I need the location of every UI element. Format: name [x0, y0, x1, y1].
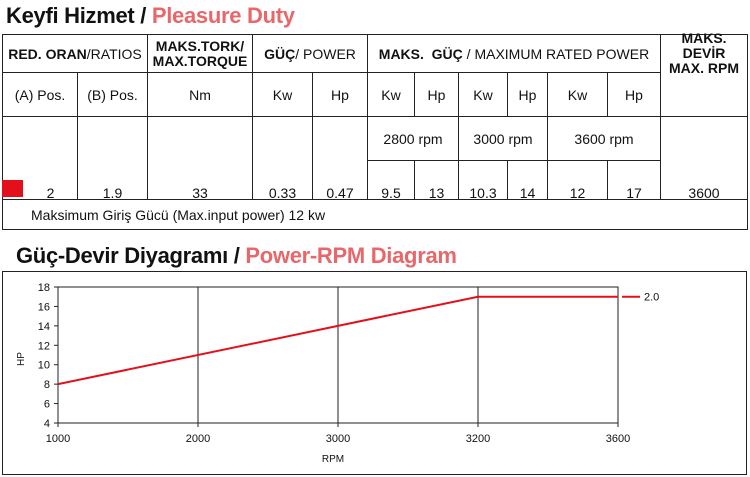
y-tick-label: 12	[38, 340, 50, 352]
rpm-label-3600: 3600 rpm	[574, 130, 634, 147]
header-power: GÜÇ / POWER	[253, 35, 367, 72]
header-torque-tr: MAKS.TORK/	[155, 37, 245, 54]
subheader-kw-3600: Kw	[567, 86, 588, 103]
col-line	[607, 160, 608, 200]
power-rpm-chart: 1000 2000 3000 3200 3600 4 6 8 10 12 14 16 18 RPM HP 2.…	[16, 282, 659, 465]
rpm-label-3000: 3000 rpm	[473, 130, 533, 147]
subheader-nm: Nm	[189, 86, 211, 103]
value-hp-3600: 17	[626, 185, 642, 201]
spec-table: RED. ORAN/RATIOS MAKS.TORK/MAX.TORQUE GÜ…	[2, 31, 748, 230]
table-line-rpm	[367, 160, 660, 161]
header-torque: MAKS.TORK/MAX.TORQUE	[148, 35, 252, 72]
value-kw-2800: 9.5	[381, 185, 401, 201]
subheader-hp: Hp	[331, 86, 349, 103]
col-line	[147, 34, 148, 200]
y-tick-label: 16	[38, 301, 50, 313]
section-title-power-rpm: Güç-Devir Diyagramı / Power-RPM Diagram	[16, 243, 457, 269]
y-tick-label: 4	[44, 418, 50, 430]
value-hp-2800: 13	[428, 185, 445, 201]
col-line	[458, 72, 459, 200]
table-line-mid	[2, 116, 748, 117]
subheader-hp-2800: Hp	[427, 86, 446, 103]
header-max-power-en: / MAXIMUM RATED POWER	[462, 45, 650, 62]
col-line	[414, 72, 415, 116]
title-tr: Güç-Devir Diyagramı	[16, 243, 228, 268]
title-tr: Keyfi Hizmet	[6, 3, 135, 28]
value-max-rpm: 3600	[688, 185, 720, 201]
subheader-pos-a: (A) Pos.	[14, 86, 66, 103]
y-tick-label: 10	[38, 360, 50, 372]
section-title-pleasure-duty: Keyfi Hizmet / Pleasure Duty	[6, 3, 295, 29]
header-max-power: MAKS. GÜÇ / MAXIMUM RATED POWER	[368, 35, 660, 72]
x-tick-label: 1000	[46, 433, 70, 445]
title-sep: /	[134, 3, 152, 28]
y-tick-label: 14	[38, 321, 50, 333]
header-max-rpm: MAKS. DEVİR MAX. RPM	[661, 31, 747, 75]
col-line	[414, 160, 415, 200]
ratio-color-marker	[2, 180, 23, 197]
series-line	[57, 295, 618, 386]
y-tick-label: 8	[44, 379, 50, 391]
table-border-top	[2, 34, 748, 35]
col-line	[252, 34, 253, 200]
col-line	[660, 34, 661, 200]
col-line	[507, 72, 508, 116]
x-tick-label: 3200	[466, 433, 490, 445]
subheader-kw-2800: Kw	[381, 86, 401, 103]
table-border-left	[2, 34, 3, 230]
col-line	[607, 72, 608, 116]
subheader-hp-3000: Hp	[518, 86, 537, 103]
value-hp-3000: 14	[519, 185, 536, 201]
col-line	[367, 34, 368, 200]
x-axis-label: RPM	[322, 454, 344, 465]
table-border-right	[747, 34, 748, 230]
table-line-foot	[2, 199, 748, 200]
value-kw: 0.33	[268, 185, 297, 201]
header-max-rpm-tr: MAKS. DEVİR	[681, 30, 727, 62]
col-line	[77, 72, 78, 200]
table-border-bottom	[2, 229, 748, 230]
value-hp: 0.47	[326, 185, 354, 201]
col-line	[547, 72, 548, 200]
header-torque-en: MAX.TORQUE	[152, 52, 248, 69]
value-kw-3600: 12	[569, 185, 586, 201]
subheader-kw: Kw	[272, 86, 293, 103]
title-sep: /	[227, 243, 246, 268]
value-torque: 33	[192, 185, 208, 201]
header-max-power-tr: MAKS. GÜÇ	[378, 45, 463, 62]
subheader-kw-3000: Kw	[473, 86, 493, 103]
header-ratio-en: /RATIOS	[86, 45, 142, 62]
table-line-sub	[2, 72, 660, 73]
x-tick-label: 3000	[326, 433, 350, 445]
chart-frame: 1000 2000 3000 3200 3600 4 6 8 10 12 14 16 18 RPM HP 2.…	[2, 271, 747, 475]
y-axis-label: HP	[16, 352, 27, 366]
y-tick-label: 18	[38, 282, 50, 294]
title-en: Power-RPM Diagram	[245, 243, 457, 268]
value-pos-b: 1.9	[102, 185, 123, 201]
header-power-en: / POWER	[295, 45, 356, 62]
header-max-rpm-en: MAX. RPM	[669, 59, 739, 76]
x-tick-label: 3600	[606, 433, 630, 445]
max-input-power-note: Maksimum Giriş Gücü (Max.input power) 12…	[31, 206, 326, 223]
value-pos-a: 2	[46, 185, 55, 201]
title-en: Pleasure Duty	[151, 3, 295, 28]
header-ratio: RED. ORAN/RATIOS	[3, 35, 147, 72]
y-tick-label: 6	[44, 399, 50, 411]
series-label: 2.0	[644, 292, 659, 304]
value-kw-3000: 10.3	[469, 185, 497, 201]
subheader-pos-b: (B) Pos.	[87, 86, 138, 103]
col-line	[507, 160, 508, 200]
subheader-hp-3600: Hp	[625, 86, 643, 103]
header-power-tr: GÜÇ	[264, 45, 296, 62]
x-tick-label: 2000	[186, 433, 210, 445]
header-ratio-tr: RED. ORAN	[8, 45, 87, 62]
col-line	[312, 72, 313, 200]
rpm-label-2800: 2800 rpm	[383, 130, 443, 147]
